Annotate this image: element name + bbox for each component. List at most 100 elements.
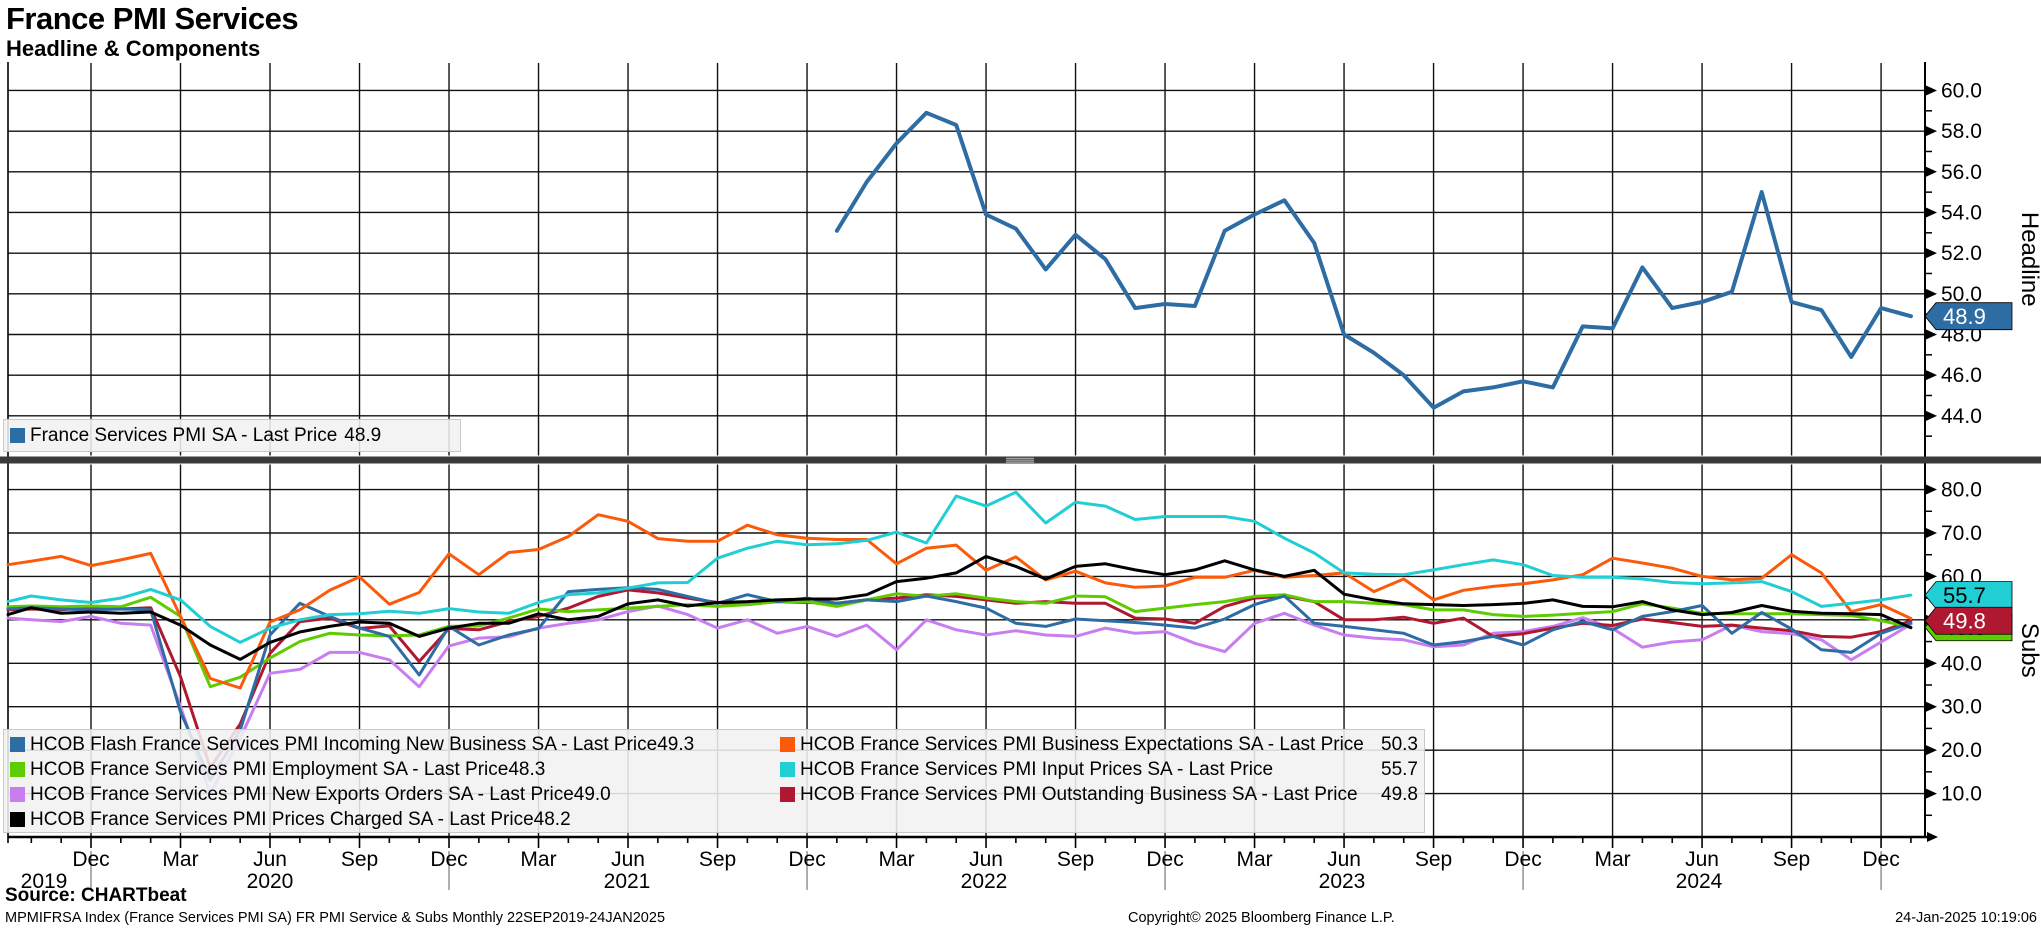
y-tick-arrow: [1926, 126, 1937, 137]
x-month-label: Dec: [72, 848, 109, 871]
timestamp: 24-Jan-2025 10:19:06: [1895, 910, 2037, 926]
legend-last-price: 48.2: [533, 808, 571, 830]
x-month-label: Sep: [341, 848, 378, 871]
y-tick-label: 54.0: [1941, 201, 1982, 224]
chart-header: France PMI Services Headline & Component…: [6, 1, 299, 62]
y-tick-label: 80.0: [1941, 479, 1982, 502]
subs-legend[interactable]: HCOB Flash France Services PMI Incoming …: [3, 729, 1425, 833]
y-tick-label: 30.0: [1941, 696, 1982, 719]
y-tick-label: 52.0: [1941, 242, 1982, 265]
x-month-label: Sep: [1773, 848, 1810, 871]
y-tick-arrow: [1926, 329, 1937, 340]
headline-series-swatch: [10, 428, 25, 443]
legend-row-input-prices[interactable]: HCOB France Services PMI Input Prices SA…: [774, 757, 1422, 782]
employment-swatch: [10, 762, 25, 777]
legend-row-business-expectations[interactable]: HCOB France Services PMI Business Expect…: [774, 732, 1422, 757]
y-tick-arrow: [1926, 658, 1937, 669]
y-tick-label: 50.0: [1941, 283, 1982, 306]
x-month-label: Sep: [1415, 848, 1452, 871]
x-month-label: Sep: [1057, 848, 1094, 871]
y-tick-arrow: [1926, 410, 1937, 421]
legend-last-price: 48.9: [344, 424, 382, 446]
y-tick-label: 56.0: [1941, 161, 1982, 184]
x-year-label: 2019: [21, 870, 68, 893]
y-tick-label: 20.0: [1941, 739, 1982, 762]
legend-label: HCOB France Services PMI Outstanding Bus…: [800, 783, 1358, 805]
legend-last-price: 49.0: [573, 783, 611, 805]
legend-row-outstanding-business[interactable]: HCOB France Services PMI Outstanding Bus…: [774, 782, 1422, 807]
legend-label: HCOB France Services PMI Employment SA -…: [30, 758, 509, 780]
y-tick-arrow: [1926, 571, 1937, 582]
series-line: [6, 490, 1913, 644]
price-badges[interactable]: 48.948.355.749.8: [1924, 302, 2013, 642]
legend-row-headline[interactable]: France Services PMI SA - Last Price 48.9: [4, 420, 460, 451]
legend-row-new-exports-orders[interactable]: HCOB France Services PMI New Exports Ord…: [4, 782, 611, 807]
axis-title-subs: Subs: [2016, 623, 2041, 678]
page-title: France PMI Services: [6, 1, 299, 36]
last-price-badge-text: 55.7: [1943, 583, 1986, 608]
legend-row-incoming-new-business[interactable]: HCOB Flash France Services PMI Incoming …: [4, 732, 694, 757]
copyright-text: Copyright© 2025 Bloomberg Finance L.P.: [1128, 910, 1395, 926]
subs-legend-col2: HCOB France Services PMI Business Expect…: [774, 732, 1422, 807]
last-price-badge[interactable]: [1924, 302, 2013, 331]
y-tick-label: 58.0: [1941, 120, 1982, 143]
new-exports-orders-swatch: [10, 787, 25, 802]
y-tick-arrow: [1926, 207, 1937, 218]
series-line: [6, 592, 1913, 689]
y-tick-label: 44.0: [1941, 405, 1982, 428]
last-price-badge[interactable]: [1924, 606, 2013, 635]
last-price-badge[interactable]: [1924, 581, 2013, 609]
y-tick-label: 60.0: [1941, 79, 1982, 102]
input-prices-swatch: [780, 762, 795, 777]
x-month-label: Dec: [1504, 848, 1541, 871]
source-credit: Source: CHARTbeat: [5, 885, 187, 906]
x-month-label: Sep: [699, 848, 736, 871]
x-month-label: Dec: [788, 848, 825, 871]
y-tick-arrow: [1926, 370, 1937, 381]
legend-label: HCOB Flash France Services PMI Incoming …: [30, 733, 658, 755]
x-month-label: Mar: [878, 848, 914, 871]
y-tick-label: 40.0: [1941, 652, 1982, 675]
x-month-label: Jun: [1327, 848, 1361, 871]
x-month-label: Dec: [1862, 848, 1899, 871]
x-month-label: Mar: [1236, 848, 1272, 871]
legend-label: HCOB France Services PMI New Exports Ord…: [30, 783, 574, 805]
x-year-label: 2021: [604, 870, 651, 893]
y-tick-label: 70.0: [1941, 522, 1982, 545]
ticker-description: MPMIFRSA Index (France Services PMI SA) …: [5, 910, 666, 926]
chart-subtitle: Headline & Components: [6, 36, 261, 61]
x-month-label: Jun: [253, 848, 287, 871]
x-year-label: 2023: [1319, 870, 1366, 893]
y-tick-arrow: [1926, 701, 1937, 712]
x-month-label: Mar: [162, 848, 198, 871]
legend-label: HCOB France Services PMI Business Expect…: [800, 733, 1364, 755]
last-price-badge-text: 49.8: [1943, 609, 1986, 634]
legend-last-price: 55.7: [1381, 758, 1418, 780]
series-line: [6, 554, 1913, 661]
y-tick-arrow: [1926, 527, 1937, 538]
x-month-label: Mar: [1594, 848, 1630, 871]
x-month-label: Jun: [611, 848, 645, 871]
y-tick-arrow: [1926, 248, 1937, 259]
legend-label: France Services PMI SA - Last Price: [30, 424, 338, 446]
x-month-label: Dec: [430, 848, 467, 871]
headline-legend[interactable]: France Services PMI SA - Last Price 48.9: [3, 419, 461, 452]
legend-label: HCOB France Services PMI Prices Charged …: [30, 808, 534, 830]
x-month-label: Jun: [969, 848, 1003, 871]
y-tick-arrow: [1926, 85, 1937, 96]
axis-title-headline: Headline: [2016, 212, 2041, 307]
y-tick-arrow: [1926, 745, 1937, 756]
legend-row-prices-charged[interactable]: HCOB France Services PMI Prices Charged …: [4, 807, 571, 832]
outstanding-business-swatch: [780, 787, 795, 802]
series-line: [6, 604, 1913, 796]
y-tick-arrow: [1926, 166, 1937, 177]
business-expectations-swatch: [780, 737, 795, 752]
gridlines: [8, 63, 1925, 836]
y-tick-arrow: [1926, 788, 1937, 799]
x-month-label: Jun: [1685, 848, 1719, 871]
legend-last-price: 49.3: [657, 733, 695, 755]
legend-row-employment[interactable]: HCOB France Services PMI Employment SA -…: [4, 757, 545, 782]
y-tick-label: 10.0: [1941, 783, 1982, 806]
